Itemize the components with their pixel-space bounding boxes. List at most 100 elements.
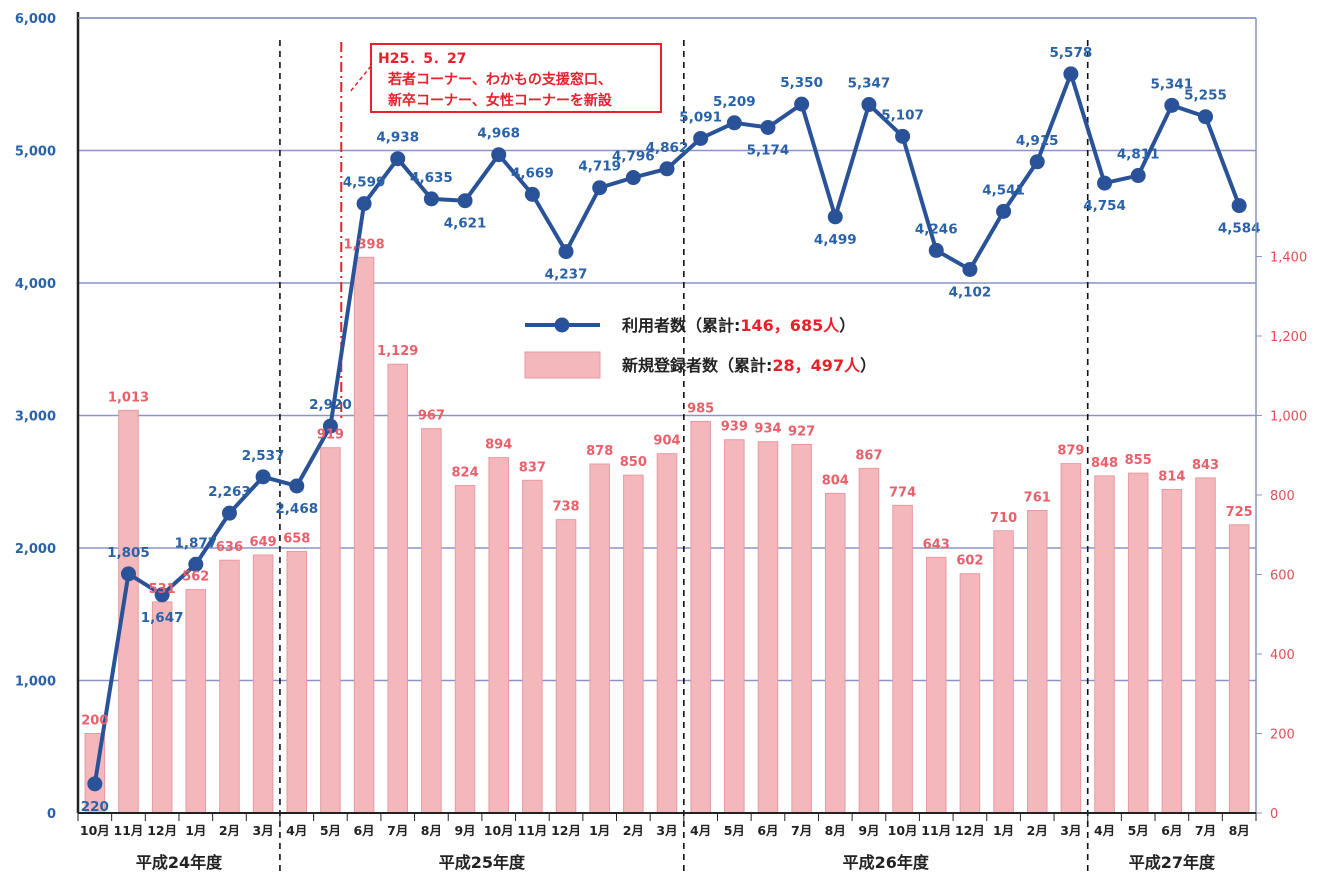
bar <box>454 484 476 814</box>
bar <box>959 573 981 814</box>
x-tick-label: 2月 <box>623 823 644 838</box>
y-left-tick-label: 5,000 <box>15 145 56 160</box>
line-data-label: 4,599 <box>343 175 386 191</box>
line-point <box>457 193 473 209</box>
line-data-label: 4,635 <box>410 170 453 186</box>
annotation-pointer <box>349 65 372 93</box>
line-data-label: 4,584 <box>1218 221 1261 237</box>
bar <box>690 420 711 814</box>
bar-data-label: 738 <box>552 500 579 515</box>
bar <box>1094 475 1115 814</box>
line-point <box>760 119 776 135</box>
bar-data-label: 939 <box>721 420 748 435</box>
line-data-label: 4,237 <box>545 267 588 283</box>
line-data-label: 4,102 <box>949 284 992 300</box>
line-point <box>390 151 406 167</box>
bar-data-label: 855 <box>1125 453 1152 468</box>
line-point <box>1231 198 1247 214</box>
bar-data-label: 531 <box>149 582 176 597</box>
bar-data-label: 658 <box>283 531 310 546</box>
y-right-tick-label: 1,400 <box>1270 251 1307 266</box>
x-tick-label: 2月 <box>219 823 240 838</box>
line-point <box>154 587 170 603</box>
x-tick-label: 3月 <box>656 823 677 838</box>
line-point <box>895 128 911 144</box>
line-point <box>726 115 742 131</box>
line-point <box>693 130 709 146</box>
bar <box>656 453 678 814</box>
line-data-label: 5,347 <box>848 76 891 92</box>
bar-data-label: 824 <box>451 465 478 480</box>
x-tick-label: 6月 <box>1161 823 1182 838</box>
line-point <box>928 242 944 258</box>
bar-data-label: 649 <box>250 535 277 550</box>
line-point <box>592 180 608 196</box>
bar <box>353 256 375 814</box>
bar-data-label: 814 <box>1158 469 1185 484</box>
bar <box>825 492 846 814</box>
fiscal-year-label: 平成25年度 <box>439 853 526 872</box>
bar <box>1026 510 1048 814</box>
bar <box>286 550 308 814</box>
x-tick-label: 12月 <box>147 823 177 838</box>
x-tick-label: 4月 <box>690 823 711 838</box>
line-data-label: 4,968 <box>477 126 520 142</box>
x-tick-label: 1月 <box>589 823 610 838</box>
line-point <box>1097 175 1113 191</box>
y-left-tick-label: 0 <box>47 807 56 822</box>
line-data-label: 2,920 <box>309 397 352 413</box>
line-data-label: 4,811 <box>1117 147 1160 163</box>
line-data-label: 5,091 <box>679 109 722 125</box>
bar-data-label: 804 <box>822 473 849 488</box>
bar-data-label: 636 <box>216 540 243 555</box>
bar-data-label: 934 <box>754 422 781 437</box>
line-data-label: 4,862 <box>646 140 689 156</box>
fiscal-year-dividers <box>279 40 1089 876</box>
bar <box>724 439 745 814</box>
x-tick-label: 5月 <box>724 823 745 838</box>
bar <box>791 444 812 814</box>
line-data-label: 4,669 <box>511 165 554 181</box>
line-point <box>1029 154 1045 170</box>
line-data-label: 4,499 <box>814 232 857 248</box>
x-tick-label: 10月 <box>484 823 514 838</box>
y-right-tick-label: 1,200 <box>1270 330 1307 345</box>
bar-data-label: 200 <box>81 714 108 729</box>
x-tick-label: 6月 <box>757 823 778 838</box>
bar-data-label: 919 <box>317 428 344 443</box>
line-point <box>794 96 810 112</box>
line-point <box>289 478 305 494</box>
line-point <box>221 505 237 521</box>
x-tick-label: 5月 <box>320 823 341 838</box>
bar <box>219 559 240 814</box>
legend: 利用者数（累計:146，685人） 新規登録者数（累計:28，497人） <box>524 316 876 379</box>
bar-data-label: 562 <box>182 570 209 585</box>
bar <box>522 479 543 814</box>
annotation-text: 新卒コーナー、女性コーナーを新設 <box>388 92 613 109</box>
bar-data-label: 643 <box>923 537 950 552</box>
line-point <box>255 469 271 485</box>
bar-data-label: 837 <box>519 460 546 475</box>
line-data-label: 5,255 <box>1184 88 1227 104</box>
y-left-tick-label: 3,000 <box>15 410 56 425</box>
line-data-label: 2,263 <box>208 484 251 500</box>
bar-data-label: 894 <box>485 438 512 453</box>
x-tick-label: 10月 <box>80 823 110 838</box>
x-tick-label: 8月 <box>421 823 442 838</box>
x-tick-label: 7月 <box>791 823 812 838</box>
line-point <box>962 261 978 277</box>
bar <box>320 447 341 814</box>
bar <box>151 601 173 814</box>
bar-value-labels: 200 1,013 531 562 636 649 658 919 1,398 1,129 967 8… <box>81 237 1252 728</box>
bar-data-label: 985 <box>687 401 714 416</box>
line-data-label: 4,621 <box>444 216 487 232</box>
legend-line-marker <box>554 317 570 333</box>
line-data-label: 5,174 <box>747 142 790 158</box>
x-tick-label: 4月 <box>286 823 307 838</box>
bar-data-label: 710 <box>990 511 1017 526</box>
legend-label: 利用者数（累計:146，685人） <box>622 316 855 335</box>
bar <box>623 474 644 814</box>
y-left-tick-label: 4,000 <box>15 277 56 292</box>
x-tick-label: 12月 <box>955 823 985 838</box>
